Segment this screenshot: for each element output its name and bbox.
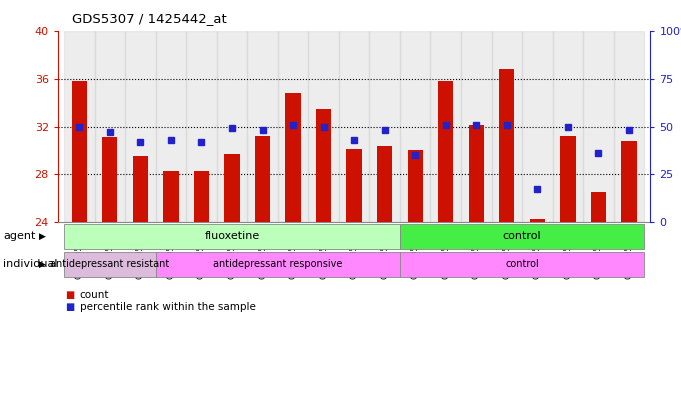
Bar [316,109,331,222]
Bar [469,125,484,222]
Bar [591,192,606,222]
Bar [430,31,461,222]
Bar [224,154,240,222]
Bar [552,31,583,222]
Text: fluoxetine: fluoxetine [204,231,259,241]
Bar [339,31,369,222]
Bar [133,156,148,222]
Bar [347,149,362,222]
Bar [530,219,545,222]
Bar [438,81,454,222]
Bar [125,31,156,222]
Bar [377,145,392,222]
Bar [560,136,575,222]
Text: individual: individual [3,259,58,269]
Text: ▶: ▶ [39,232,46,241]
Text: control: control [503,231,541,241]
Bar [407,150,423,222]
Bar [400,31,430,222]
Bar [492,31,522,222]
Bar [461,31,492,222]
Text: ■: ■ [65,301,74,312]
Bar [95,31,125,222]
Bar [255,136,270,222]
Bar [614,31,644,222]
Text: agent: agent [3,231,36,241]
Bar [499,70,514,222]
Bar [522,31,552,222]
Text: antidepressant resistant: antidepressant resistant [50,259,170,269]
Bar [102,137,117,222]
Bar [621,141,637,222]
Bar [247,31,278,222]
Bar [186,31,217,222]
Bar [217,31,247,222]
Text: ■: ■ [65,290,74,300]
Text: percentile rank within the sample: percentile rank within the sample [80,301,255,312]
Text: count: count [80,290,109,300]
Bar [369,31,400,222]
Bar [278,31,308,222]
Bar [308,31,339,222]
Bar [163,171,178,222]
Text: GDS5307 / 1425442_at: GDS5307 / 1425442_at [72,12,226,25]
Text: ▶: ▶ [39,260,46,269]
Bar [72,81,87,222]
Bar [285,93,301,222]
Bar [156,31,186,222]
Bar [64,31,95,222]
Bar [194,171,209,222]
Text: antidepressant responsive: antidepressant responsive [213,259,343,269]
Text: control: control [505,259,539,269]
Bar [583,31,614,222]
